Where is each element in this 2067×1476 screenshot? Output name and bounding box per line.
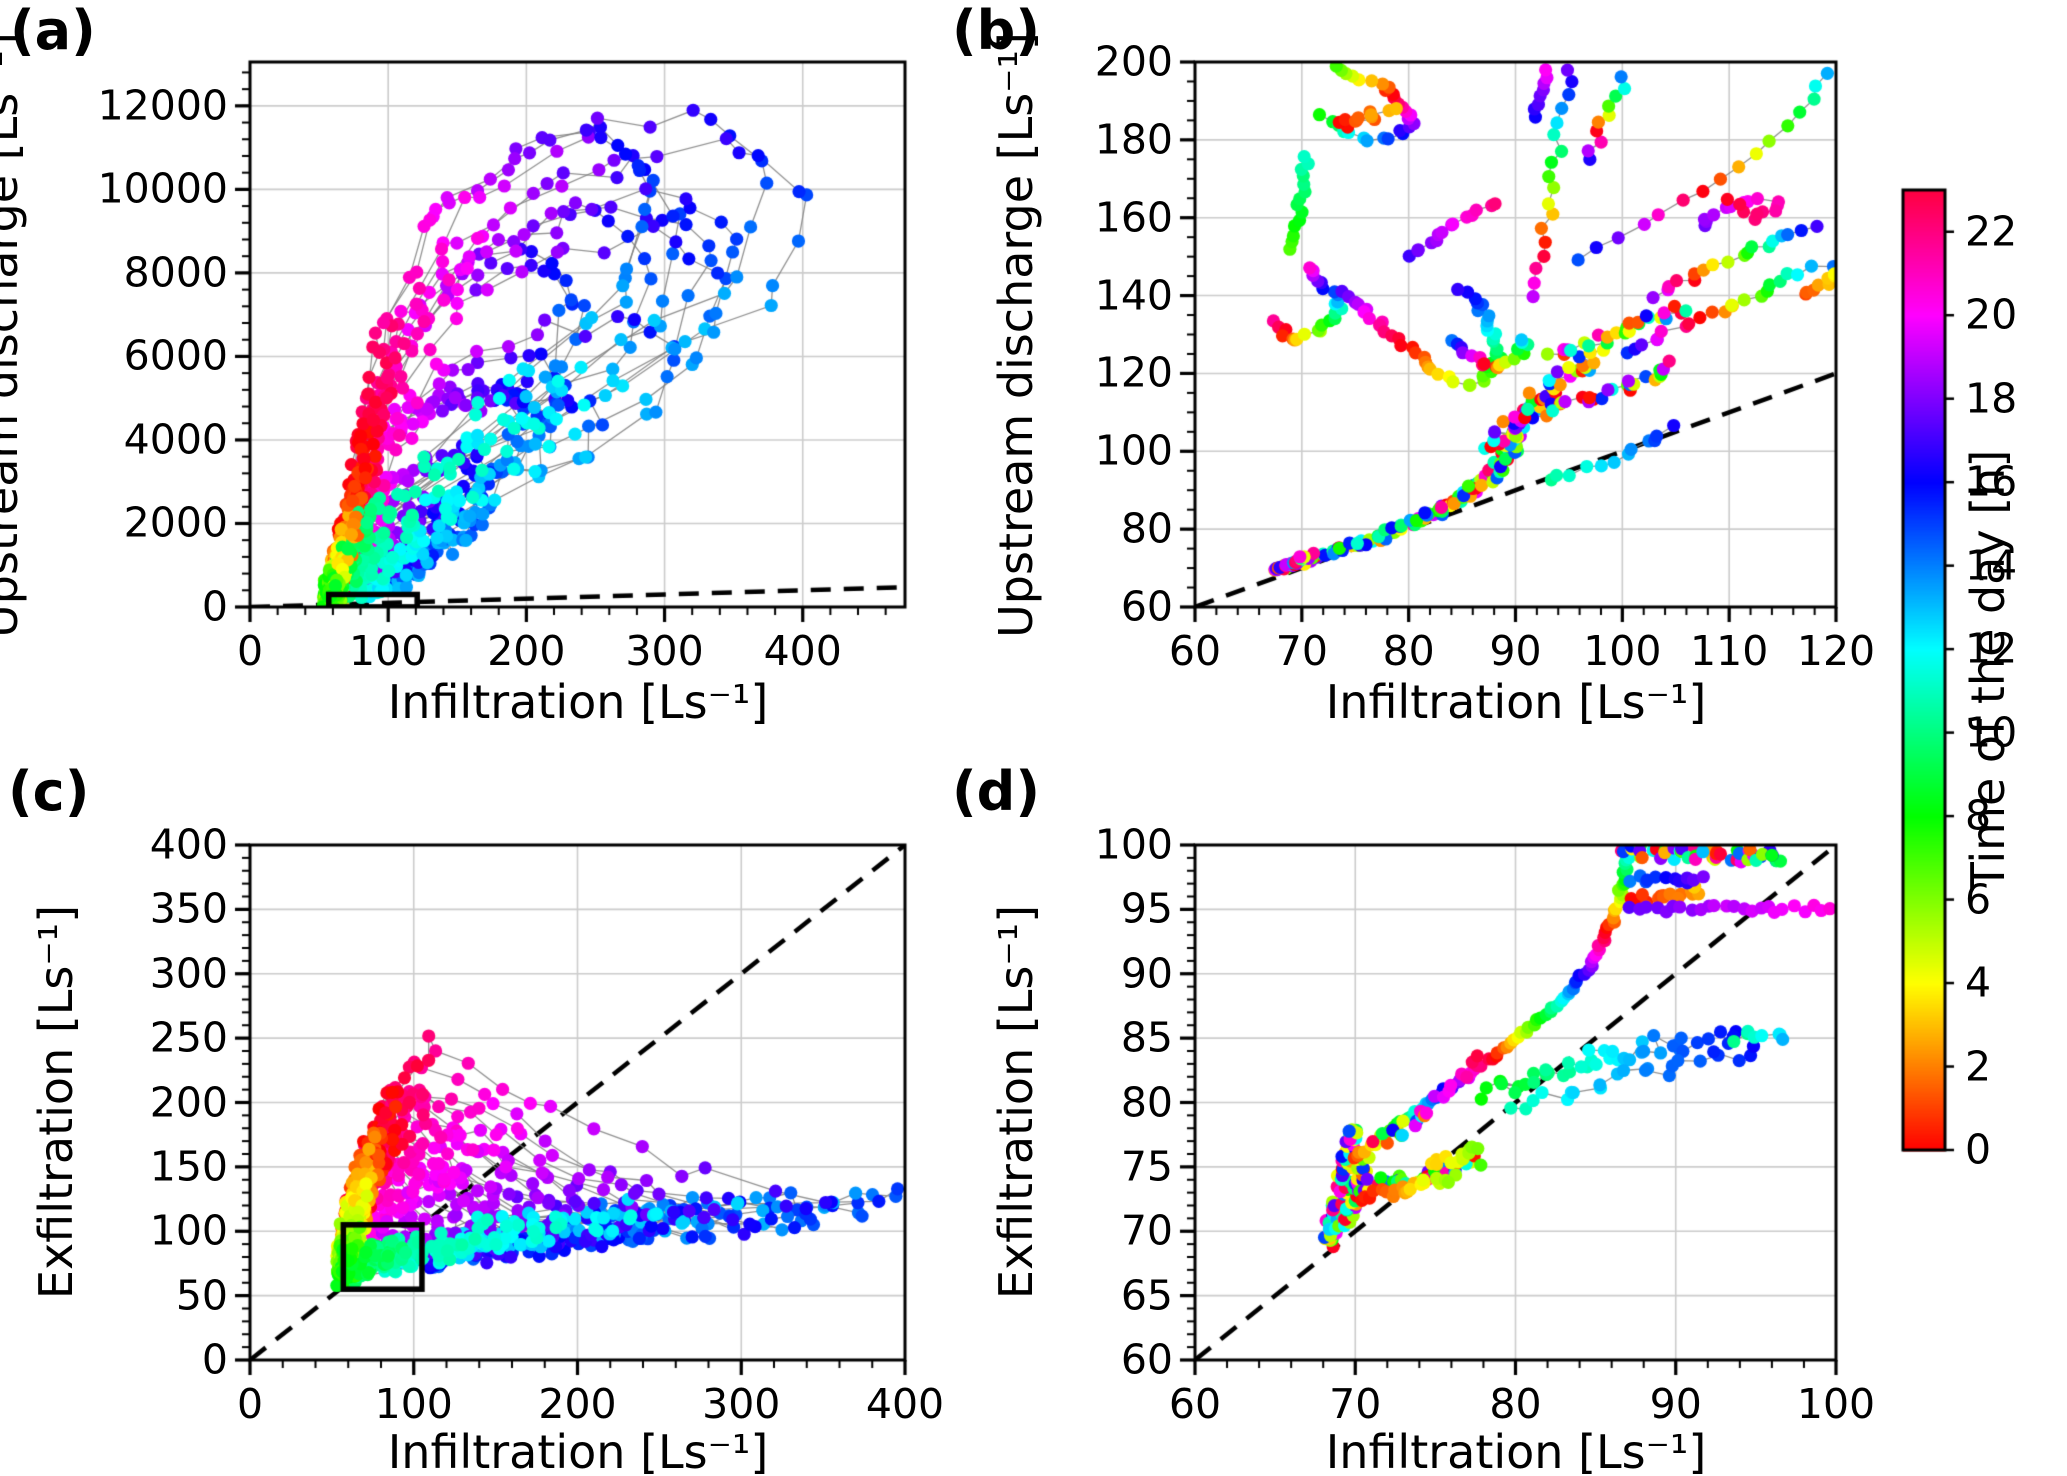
y-tick-label: 6000 xyxy=(123,331,228,380)
y-tick-label: 100 xyxy=(1094,426,1173,475)
y-tick-label: 60 xyxy=(1120,582,1173,631)
y-tick-label: 2000 xyxy=(123,498,228,547)
panel-a-yaxis-label: Upstream discharge [Ls⁻¹] xyxy=(0,32,28,638)
y-tick-label: 120 xyxy=(1094,348,1173,397)
colorbar-tick-label: 6 xyxy=(1965,875,1992,924)
panel-d-yaxis-label: Exfiltration [Ls⁻¹] xyxy=(989,904,1043,1300)
x-tick-label: 80 xyxy=(1489,1380,1542,1428)
colorbar-tick-label: 14 xyxy=(1965,541,2018,590)
y-tick-label: 400 xyxy=(149,820,228,869)
x-tick-label: 100 xyxy=(1583,627,1662,675)
colorbar-tick-label: 16 xyxy=(1965,457,2018,506)
x-tick-label: 60 xyxy=(1168,1380,1222,1428)
x-tick-label: 120 xyxy=(1796,627,1876,675)
y-tick-label: 90 xyxy=(1120,949,1173,998)
x-tick-label: 100 xyxy=(1796,1380,1876,1428)
panel-d-xaxis-label: Infiltration [Ls⁻¹] xyxy=(1325,1425,1707,1476)
colorbar-tick-label: 12 xyxy=(1965,624,2018,673)
y-tick-label: 4000 xyxy=(123,415,228,464)
x-tick-label: 70 xyxy=(1329,1380,1382,1428)
x-tick-label: 80 xyxy=(1382,627,1435,675)
colorbar-tick-label: 8 xyxy=(1965,791,1992,840)
panel-a-xaxis-label: Infiltration [Ls⁻¹] xyxy=(387,675,769,729)
colorbar-tick-label: 18 xyxy=(1965,374,2018,423)
x-tick-label: 400 xyxy=(763,627,842,675)
panel-b-letter: (b) xyxy=(952,0,1041,62)
x-tick-label: 300 xyxy=(625,627,704,675)
y-tick-label: 180 xyxy=(1094,115,1173,164)
x-tick-label: 90 xyxy=(1489,627,1542,675)
x-tick-label: 200 xyxy=(487,627,566,675)
y-tick-label: 95 xyxy=(1120,884,1173,933)
y-tick-label: 70 xyxy=(1120,1206,1173,1255)
panel-d-letter: (d) xyxy=(952,760,1041,823)
y-tick-label: 8000 xyxy=(123,248,228,297)
y-tick-label: 160 xyxy=(1094,193,1173,242)
y-tick-label: 12000 xyxy=(97,81,228,130)
y-tick-label: 200 xyxy=(149,1078,228,1126)
y-tick-label: 80 xyxy=(1120,504,1173,553)
y-tick-label: 85 xyxy=(1120,1013,1173,1062)
panel-c-xaxis-label: Infiltration [Ls⁻¹] xyxy=(387,1425,769,1476)
colorbar-tick-label: 0 xyxy=(1965,1125,1992,1174)
y-tick-label: 200 xyxy=(1094,37,1173,86)
colorbar-tick-label: 22 xyxy=(1965,207,2018,256)
x-tick-label: 110 xyxy=(1690,627,1769,675)
y-tick-label: 10000 xyxy=(97,164,228,213)
colorbar-tick-label: 4 xyxy=(1965,958,1992,1007)
x-tick-label: 70 xyxy=(1275,627,1328,675)
y-tick-label: 75 xyxy=(1120,1142,1173,1191)
y-tick-label: 0 xyxy=(201,1335,228,1384)
colorbar-tick-label: 2 xyxy=(1965,1042,1992,1091)
y-tick-label: 100 xyxy=(149,1206,228,1255)
y-tick-label: 250 xyxy=(149,1013,228,1062)
x-tick-label: 0 xyxy=(236,1380,264,1428)
x-tick-label: 400 xyxy=(865,1380,945,1428)
x-tick-label: 0 xyxy=(236,627,264,675)
y-tick-label: 140 xyxy=(1094,271,1173,320)
y-tick-label: 0 xyxy=(201,582,228,631)
y-tick-label: 50 xyxy=(175,1271,228,1320)
panel-c-letter: (c) xyxy=(8,760,90,823)
panel-b-yaxis-label: Upstream discharge [Ls⁻¹] xyxy=(989,32,1043,638)
panel-a-letter: (a) xyxy=(10,0,96,62)
panel-c-yaxis-label: Exfiltration [Ls⁻¹] xyxy=(29,904,83,1300)
y-tick-label: 100 xyxy=(1094,820,1173,869)
colorbar-tick-label: 10 xyxy=(1965,708,2018,757)
y-tick-label: 80 xyxy=(1120,1078,1173,1126)
y-tick-label: 65 xyxy=(1120,1271,1173,1320)
x-tick-label: 300 xyxy=(702,1380,781,1428)
panel-b-xaxis-label: Infiltration [Ls⁻¹] xyxy=(1325,675,1707,729)
y-tick-label: 350 xyxy=(149,884,228,933)
colorbar-tick-label: 20 xyxy=(1965,290,2018,339)
y-tick-label: 60 xyxy=(1120,1335,1173,1384)
y-tick-label: 300 xyxy=(149,949,228,998)
x-tick-label: 200 xyxy=(538,1380,617,1428)
x-tick-label: 100 xyxy=(374,1380,453,1428)
x-tick-label: 60 xyxy=(1168,627,1222,675)
x-tick-label: 90 xyxy=(1649,1380,1702,1428)
x-tick-label: 100 xyxy=(349,627,428,675)
y-tick-label: 150 xyxy=(149,1142,228,1191)
